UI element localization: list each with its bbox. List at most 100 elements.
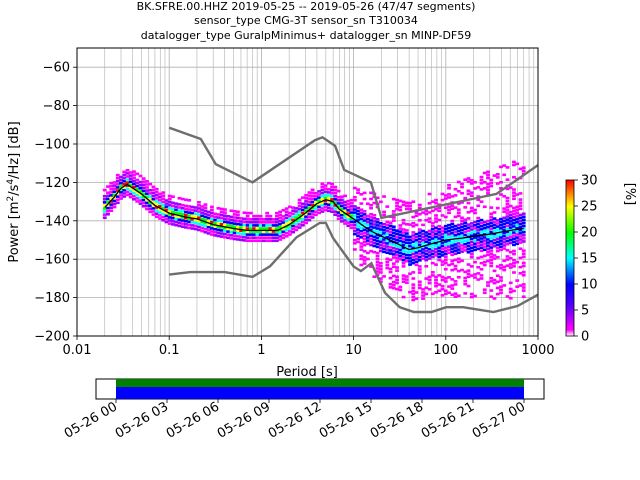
heatmap-cell (515, 193, 520, 196)
heatmap-cell (378, 277, 383, 280)
heatmap-cell (424, 255, 429, 259)
heatmap-cell (226, 227, 231, 230)
heatmap-cell (447, 251, 451, 255)
heatmap-cell (434, 235, 438, 239)
heatmap-cell (109, 203, 114, 206)
heatmap-cell (515, 208, 520, 212)
heatmap-cell (388, 252, 393, 255)
heatmap-cell (372, 201, 377, 205)
heatmap-cell (450, 262, 455, 266)
heatmap-cell (450, 225, 455, 229)
heatmap-cell (508, 281, 513, 285)
heatmap-cell (437, 209, 442, 213)
heatmap-cell (466, 284, 471, 288)
heatmap-cell (278, 232, 283, 235)
heatmap-cell (128, 174, 133, 177)
heatmap-cell (145, 189, 149, 192)
heatmap-cell (158, 198, 162, 202)
heatmap-cell (401, 243, 406, 247)
heatmap-cell (408, 204, 412, 208)
x-axis-label: Period [s] (276, 365, 338, 380)
heatmap-cell (495, 292, 500, 296)
heatmap-cell (479, 224, 484, 228)
timeline-bar-green (116, 379, 524, 387)
heatmap-cell (434, 238, 438, 242)
heatmap-cell (489, 184, 494, 188)
heatmap-cell (437, 224, 442, 228)
heatmap-cell (486, 238, 490, 241)
heatmap-cell (378, 228, 383, 231)
heatmap-cell (521, 270, 526, 274)
heatmap-cell (294, 228, 299, 232)
heatmap-cell (213, 234, 218, 237)
heatmap-cell (401, 249, 406, 253)
heatmap-cell (336, 195, 341, 199)
heatmap-cell (518, 198, 523, 201)
heatmap-cell (148, 182, 153, 186)
heatmap-cell (138, 174, 143, 178)
heatmap-cell (440, 226, 445, 230)
heatmap-cell (489, 276, 494, 280)
heatmap-cell (112, 181, 117, 184)
heatmap-cell (388, 249, 393, 252)
heatmap-cell (265, 211, 270, 215)
heatmap-cell (310, 203, 315, 207)
heatmap-cell (463, 196, 468, 200)
plot-area: 0.01 0.1 1 10 100 1000 −60−80−100−120−140−160… (34, 47, 555, 358)
heatmap-cell (469, 295, 474, 299)
heatmap-cell (242, 220, 247, 224)
heatmap-cell (284, 231, 289, 235)
heatmap-cell (411, 249, 416, 253)
colorbar-tick-label: 0 (581, 330, 589, 345)
heatmap-cell (362, 249, 367, 253)
heatmap-cell (476, 241, 481, 244)
heatmap-cell (515, 233, 520, 236)
heatmap-cell (164, 217, 169, 221)
heatmap-cell (417, 265, 422, 268)
heatmap-cell (469, 182, 474, 185)
heatmap-cell (200, 226, 205, 230)
heatmap-cell (268, 214, 273, 218)
heatmap-cell (174, 217, 179, 221)
heatmap-cell (258, 224, 263, 227)
heatmap-cell (219, 235, 224, 238)
heatmap-cell (499, 230, 503, 233)
heatmap-cell (512, 234, 516, 237)
heatmap-cell (320, 182, 325, 186)
heatmap-cell (453, 206, 458, 209)
heatmap-cell (404, 223, 409, 226)
heatmap-cell (421, 288, 425, 291)
heatmap-cell (518, 219, 523, 223)
heatmap-cell (463, 233, 468, 237)
heatmap-cell (473, 230, 477, 233)
heatmap-cell (414, 232, 419, 236)
heatmap-cell (437, 231, 442, 234)
heatmap-cell (499, 239, 503, 242)
heatmap-cell (112, 184, 117, 187)
y-tick-label: −120 (34, 176, 70, 191)
heatmap-cell (417, 286, 422, 290)
heatmap-cell (187, 226, 192, 230)
heatmap-cell (414, 291, 419, 294)
heatmap-cell (385, 236, 390, 239)
heatmap-cell (193, 215, 198, 219)
heatmap-cell (395, 207, 399, 211)
heatmap-cell (365, 230, 370, 233)
heatmap-cell (365, 233, 370, 236)
heatmap-cell (489, 221, 494, 225)
heatmap-cell (391, 246, 396, 250)
heatmap-cell (476, 229, 481, 232)
heatmap-cell (297, 226, 302, 229)
colorbar-tick-label: 25 (581, 200, 598, 215)
heatmap-cell (430, 274, 435, 277)
y-axis-label: Power [m2/s4/Hz] [dB] (6, 121, 22, 262)
heatmap-cell (356, 188, 360, 191)
heatmap-cell (307, 197, 312, 200)
heatmap-cell (307, 191, 312, 194)
heatmap-cell (515, 205, 520, 209)
heatmap-cell (180, 213, 185, 216)
heatmap-cell (440, 241, 445, 245)
heatmap-cell (434, 198, 438, 202)
heatmap-cell (421, 291, 425, 294)
